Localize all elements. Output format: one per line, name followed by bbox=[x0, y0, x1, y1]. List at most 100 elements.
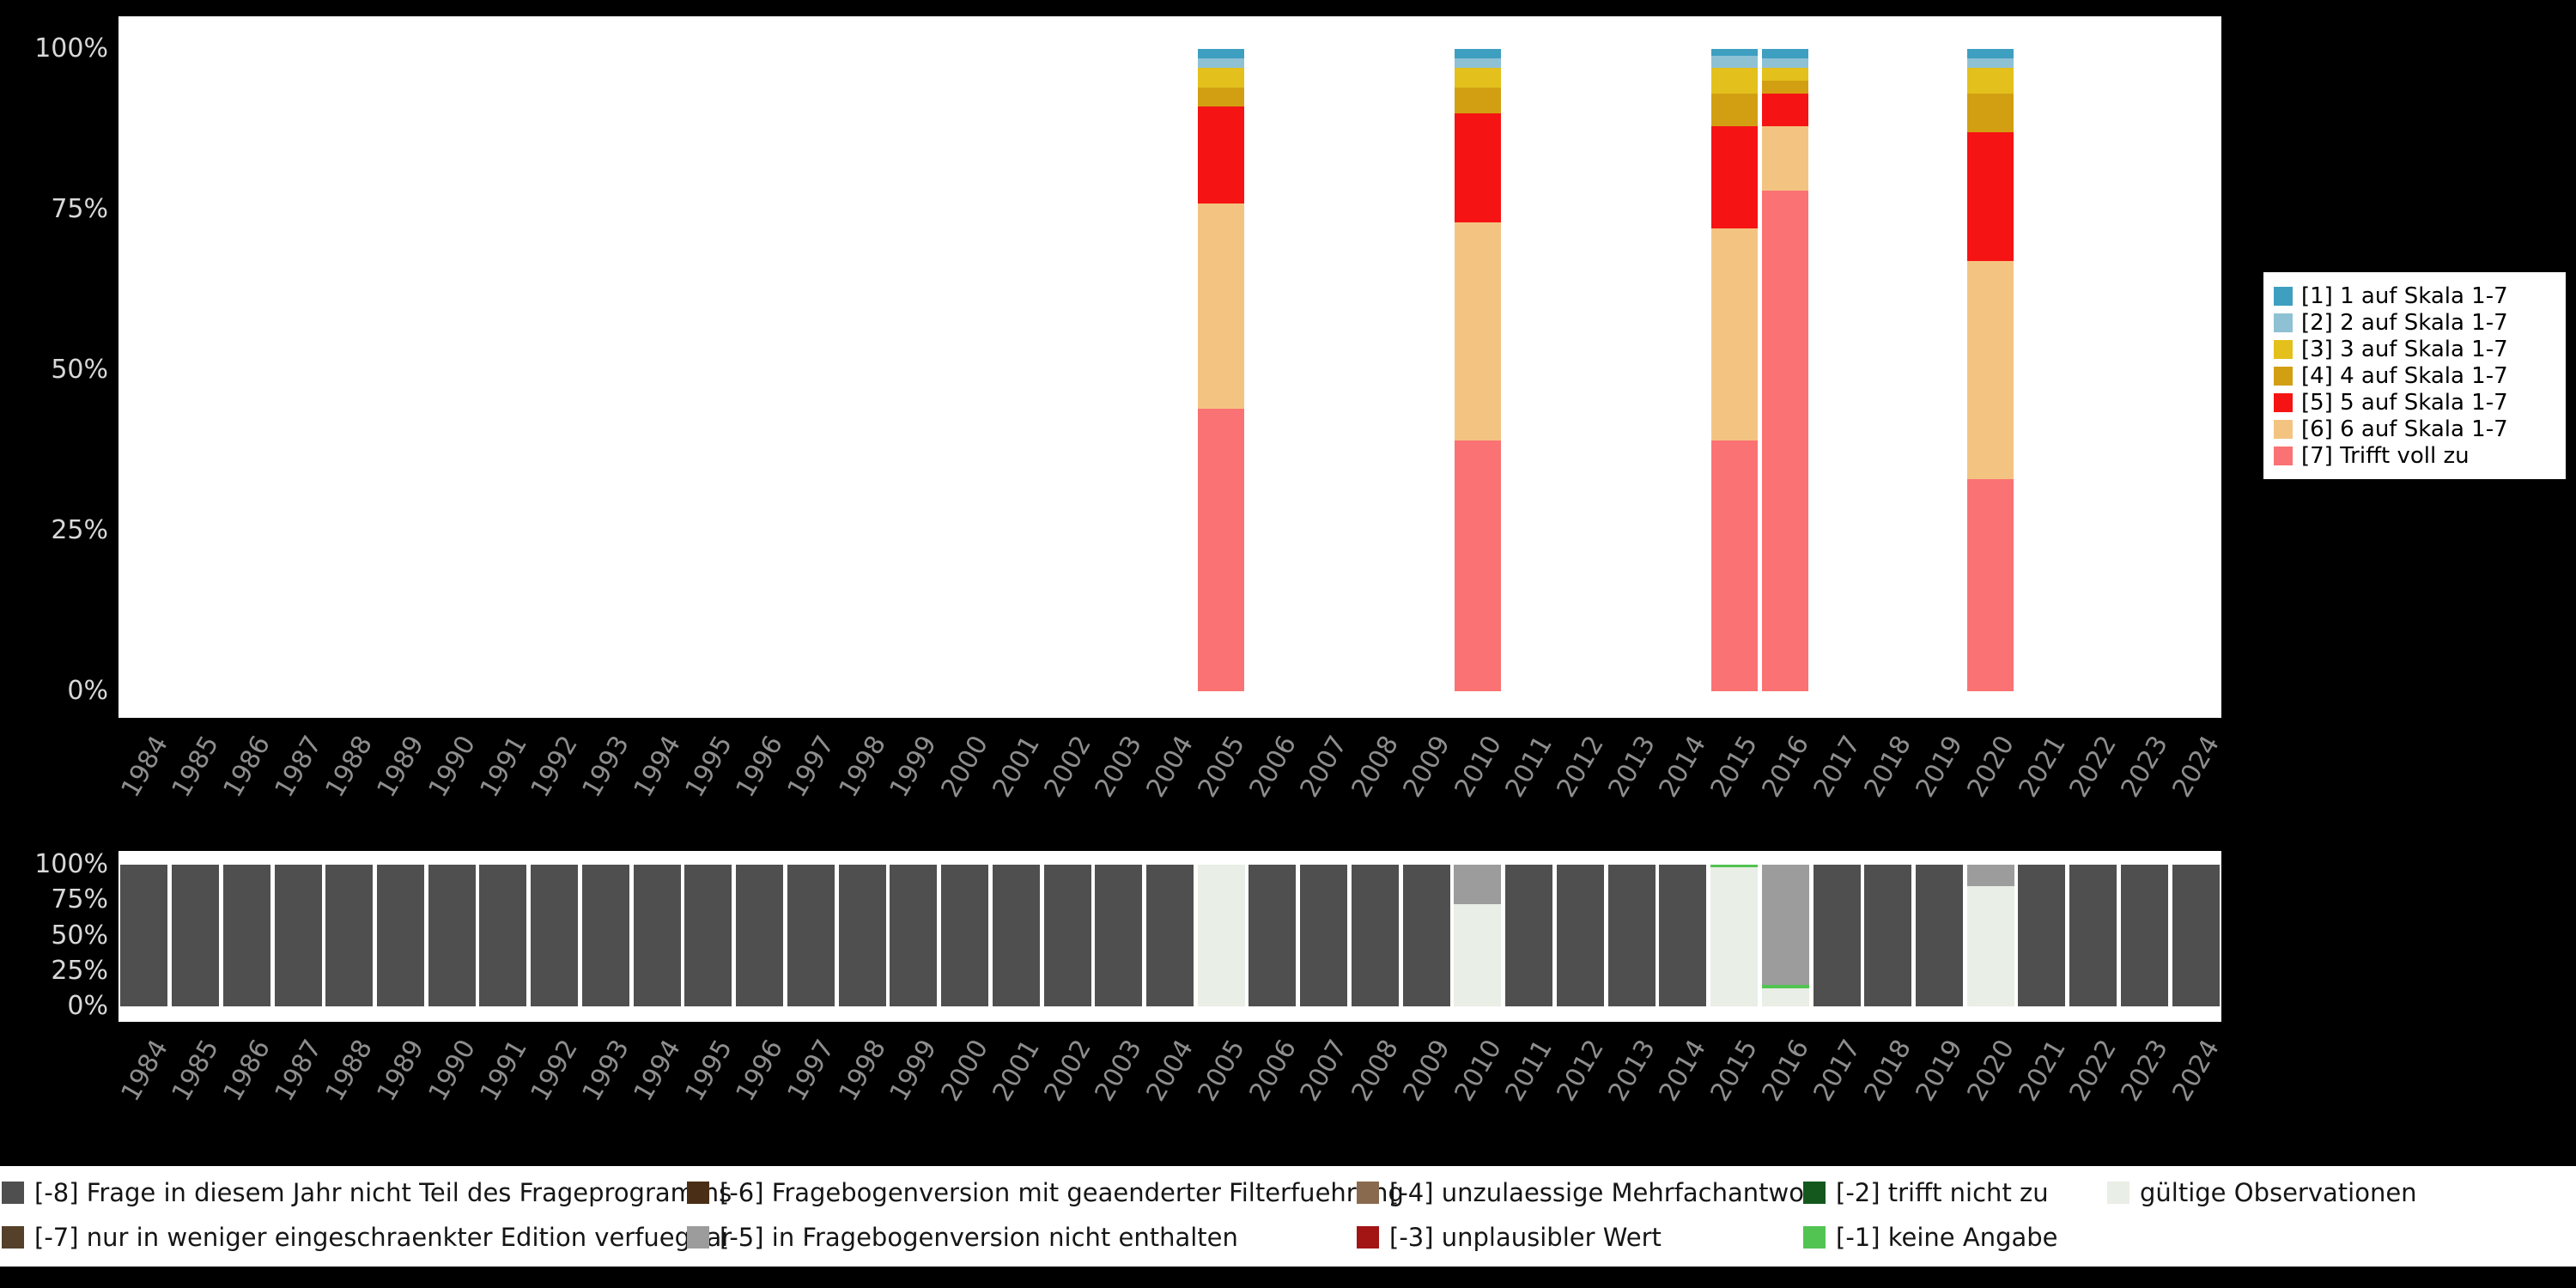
segment-m8[interactable] bbox=[428, 865, 476, 1006]
segment-s7[interactable] bbox=[1198, 408, 1245, 691]
bar-2019[interactable] bbox=[1915, 865, 1963, 1006]
bar-1986[interactable] bbox=[222, 865, 270, 1006]
segment-s1[interactable] bbox=[1762, 49, 1809, 59]
bar-2014[interactable] bbox=[1659, 865, 1707, 1006]
segment-m8[interactable] bbox=[2120, 865, 2168, 1006]
segment-s4[interactable] bbox=[1762, 81, 1809, 94]
segment-m8[interactable] bbox=[838, 865, 886, 1006]
segment-m8[interactable] bbox=[120, 865, 168, 1006]
bar-2009[interactable] bbox=[1402, 865, 1450, 1006]
bar-1997[interactable] bbox=[787, 865, 835, 1006]
bar-2018[interactable] bbox=[1864, 865, 1912, 1006]
bar-1995[interactable] bbox=[684, 865, 732, 1006]
bar-2022[interactable] bbox=[2069, 865, 2117, 1006]
bar-2010[interactable] bbox=[1454, 865, 1502, 1006]
segment-m8[interactable] bbox=[1300, 865, 1348, 1006]
segment-m8[interactable] bbox=[2069, 865, 2117, 1006]
bar-1999[interactable] bbox=[890, 865, 938, 1006]
bar-1990[interactable] bbox=[428, 865, 476, 1006]
segment-s2[interactable] bbox=[1710, 55, 1758, 69]
segment-m8[interactable] bbox=[1505, 865, 1553, 1006]
segment-s5[interactable] bbox=[1762, 94, 1809, 126]
segment-s4[interactable] bbox=[1710, 94, 1758, 126]
segment-s3[interactable] bbox=[1198, 68, 1245, 88]
bar-2015[interactable] bbox=[1710, 865, 1759, 1006]
segment-m8[interactable] bbox=[1813, 865, 1861, 1006]
bar-2017[interactable] bbox=[1813, 865, 1861, 1006]
segment-s2[interactable] bbox=[1198, 58, 1245, 69]
segment-m8[interactable] bbox=[274, 865, 322, 1006]
bar-2005[interactable] bbox=[1197, 865, 1245, 1006]
segment-m1[interactable] bbox=[1761, 985, 1809, 988]
segment-m8[interactable] bbox=[479, 865, 527, 1006]
segment-s3[interactable] bbox=[1762, 68, 1809, 82]
segment-m8[interactable] bbox=[2172, 865, 2220, 1006]
segment-s4[interactable] bbox=[1967, 94, 2014, 133]
segment-s4[interactable] bbox=[1454, 87, 1501, 113]
bar-2003[interactable] bbox=[1095, 865, 1143, 1006]
segment-m8[interactable] bbox=[1607, 865, 1656, 1006]
segment-s7[interactable] bbox=[1710, 440, 1758, 691]
segment-s6[interactable] bbox=[1762, 125, 1809, 191]
segment-m8[interactable] bbox=[1659, 865, 1707, 1006]
segment-m8[interactable] bbox=[1864, 865, 1912, 1006]
segment-s7[interactable] bbox=[1454, 440, 1501, 691]
bar-2007[interactable] bbox=[1300, 865, 1348, 1006]
segment-m8[interactable] bbox=[325, 865, 374, 1006]
bar-1993[interactable] bbox=[581, 865, 629, 1006]
bar-1985[interactable] bbox=[172, 865, 220, 1006]
segment-m8[interactable] bbox=[992, 865, 1040, 1006]
segment-m8[interactable] bbox=[1351, 865, 1399, 1006]
bar-2011[interactable] bbox=[1505, 865, 1553, 1006]
segment-s5[interactable] bbox=[1454, 112, 1501, 222]
bar-2013[interactable] bbox=[1607, 865, 1656, 1006]
segment-m8[interactable] bbox=[1095, 865, 1143, 1006]
segment-s6[interactable] bbox=[1454, 222, 1501, 441]
bar-1991[interactable] bbox=[479, 865, 527, 1006]
segment-s1[interactable] bbox=[1967, 49, 2014, 59]
segment-s6[interactable] bbox=[1198, 203, 1245, 409]
bar-2016[interactable] bbox=[1762, 49, 1809, 691]
segment-valid[interactable] bbox=[1710, 867, 1759, 1006]
bar-2004[interactable] bbox=[1146, 865, 1194, 1006]
segment-m8[interactable] bbox=[1249, 865, 1297, 1006]
segment-m1[interactable] bbox=[1710, 865, 1759, 868]
segment-m8[interactable] bbox=[1556, 865, 1604, 1006]
segment-s5[interactable] bbox=[1967, 132, 2014, 261]
bar-2000[interactable] bbox=[941, 865, 989, 1006]
segment-s6[interactable] bbox=[1967, 260, 2014, 480]
segment-s3[interactable] bbox=[1967, 68, 2014, 94]
segment-s5[interactable] bbox=[1198, 106, 1245, 204]
bar-1998[interactable] bbox=[838, 865, 886, 1006]
segment-s7[interactable] bbox=[1762, 190, 1809, 691]
segment-s2[interactable] bbox=[1454, 58, 1501, 69]
bar-2020[interactable] bbox=[1966, 865, 2014, 1006]
segment-m8[interactable] bbox=[222, 865, 270, 1006]
bar-2001[interactable] bbox=[992, 865, 1040, 1006]
segment-m8[interactable] bbox=[1915, 865, 1963, 1006]
segment-m8[interactable] bbox=[1043, 865, 1091, 1006]
bar-1994[interactable] bbox=[633, 865, 681, 1006]
segment-s1[interactable] bbox=[1710, 49, 1758, 56]
segment-s2[interactable] bbox=[1967, 58, 2014, 69]
segment-m8[interactable] bbox=[2018, 865, 2066, 1006]
segment-m8[interactable] bbox=[377, 865, 425, 1006]
bar-2020[interactable] bbox=[1967, 49, 2014, 691]
bar-1989[interactable] bbox=[377, 865, 425, 1006]
segment-s5[interactable] bbox=[1710, 125, 1758, 229]
segment-m5[interactable] bbox=[1761, 865, 1809, 986]
bar-2006[interactable] bbox=[1249, 865, 1297, 1006]
bar-1988[interactable] bbox=[325, 865, 374, 1006]
bar-2010[interactable] bbox=[1454, 49, 1501, 691]
segment-valid[interactable] bbox=[1454, 904, 1502, 1006]
segment-m8[interactable] bbox=[736, 865, 784, 1006]
segment-m8[interactable] bbox=[172, 865, 220, 1006]
segment-m8[interactable] bbox=[1402, 865, 1450, 1006]
bar-2024[interactable] bbox=[2172, 865, 2220, 1006]
segment-valid[interactable] bbox=[1966, 885, 2014, 1006]
segment-s1[interactable] bbox=[1198, 49, 1245, 59]
segment-s2[interactable] bbox=[1762, 58, 1809, 69]
bar-2016[interactable] bbox=[1761, 865, 1809, 1006]
bar-2008[interactable] bbox=[1351, 865, 1399, 1006]
bar-1987[interactable] bbox=[274, 865, 322, 1006]
